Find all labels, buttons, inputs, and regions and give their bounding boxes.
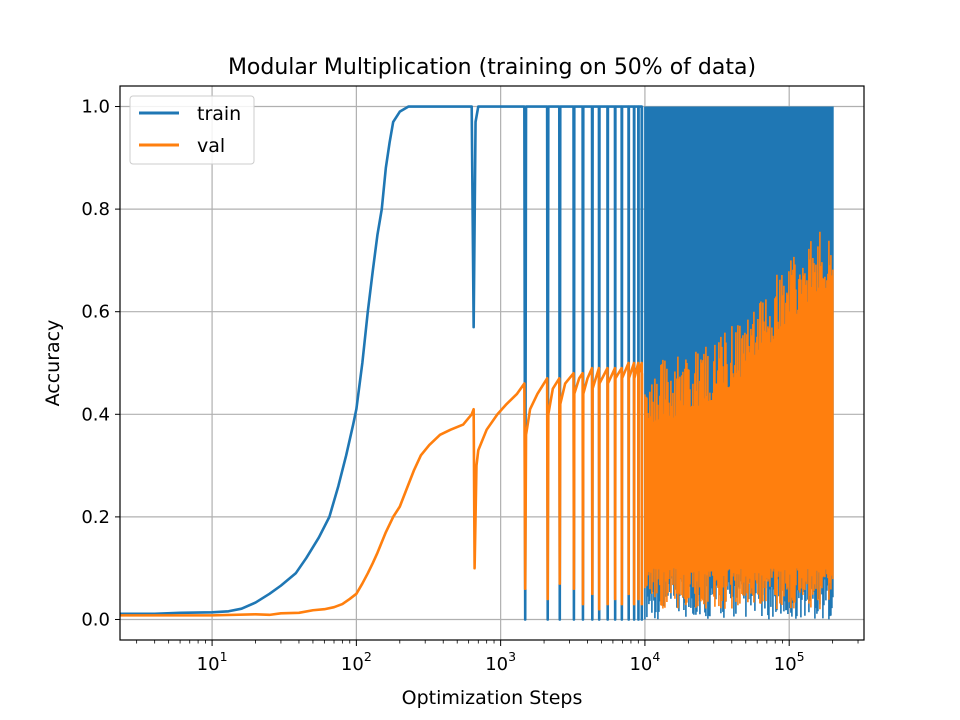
plot-frame [119, 85, 865, 641]
x-tick-exponent: 4 [652, 649, 660, 664]
x-axis-label: Optimization Steps [402, 687, 583, 709]
x-tick-label: 103 [485, 649, 516, 675]
y-tick-label: 0.2 [81, 507, 110, 528]
series-line-val [120, 361, 644, 617]
chart-title: Modular Multiplication (training on 50% … [228, 55, 756, 80]
x-tick-exponent: 1 [220, 649, 228, 664]
x-tick-base: 10 [629, 654, 652, 675]
series-band-val [644, 231, 834, 610]
series-line-train [120, 105, 644, 621]
legend-label-train: train [197, 103, 241, 125]
y-tick-label: 0.6 [81, 302, 110, 323]
y-tick-label: 0.0 [81, 609, 110, 630]
y-tick-label: 0.8 [81, 199, 110, 220]
y-axis-label: Accuracy [42, 320, 64, 407]
x-tick-base: 10 [485, 654, 508, 675]
legend-label-val: val [197, 135, 225, 157]
x-tick-base: 10 [341, 654, 364, 675]
x-tick-label: 101 [197, 649, 228, 675]
x-tick-base: 10 [197, 654, 220, 675]
x-tick-exponent: 5 [797, 649, 805, 664]
y-tick-label: 1.0 [81, 97, 110, 118]
x-tick-label: 104 [629, 649, 660, 675]
plot-data [120, 105, 834, 621]
x-tick-exponent: 2 [364, 649, 372, 664]
x-tick-label: 102 [341, 649, 372, 675]
x-tick-base: 10 [774, 654, 797, 675]
x-tick-exponent: 3 [508, 649, 516, 664]
y-tick-label: 0.4 [81, 404, 110, 425]
legend: train val [129, 95, 255, 165]
x-tick-label: 105 [774, 649, 805, 675]
